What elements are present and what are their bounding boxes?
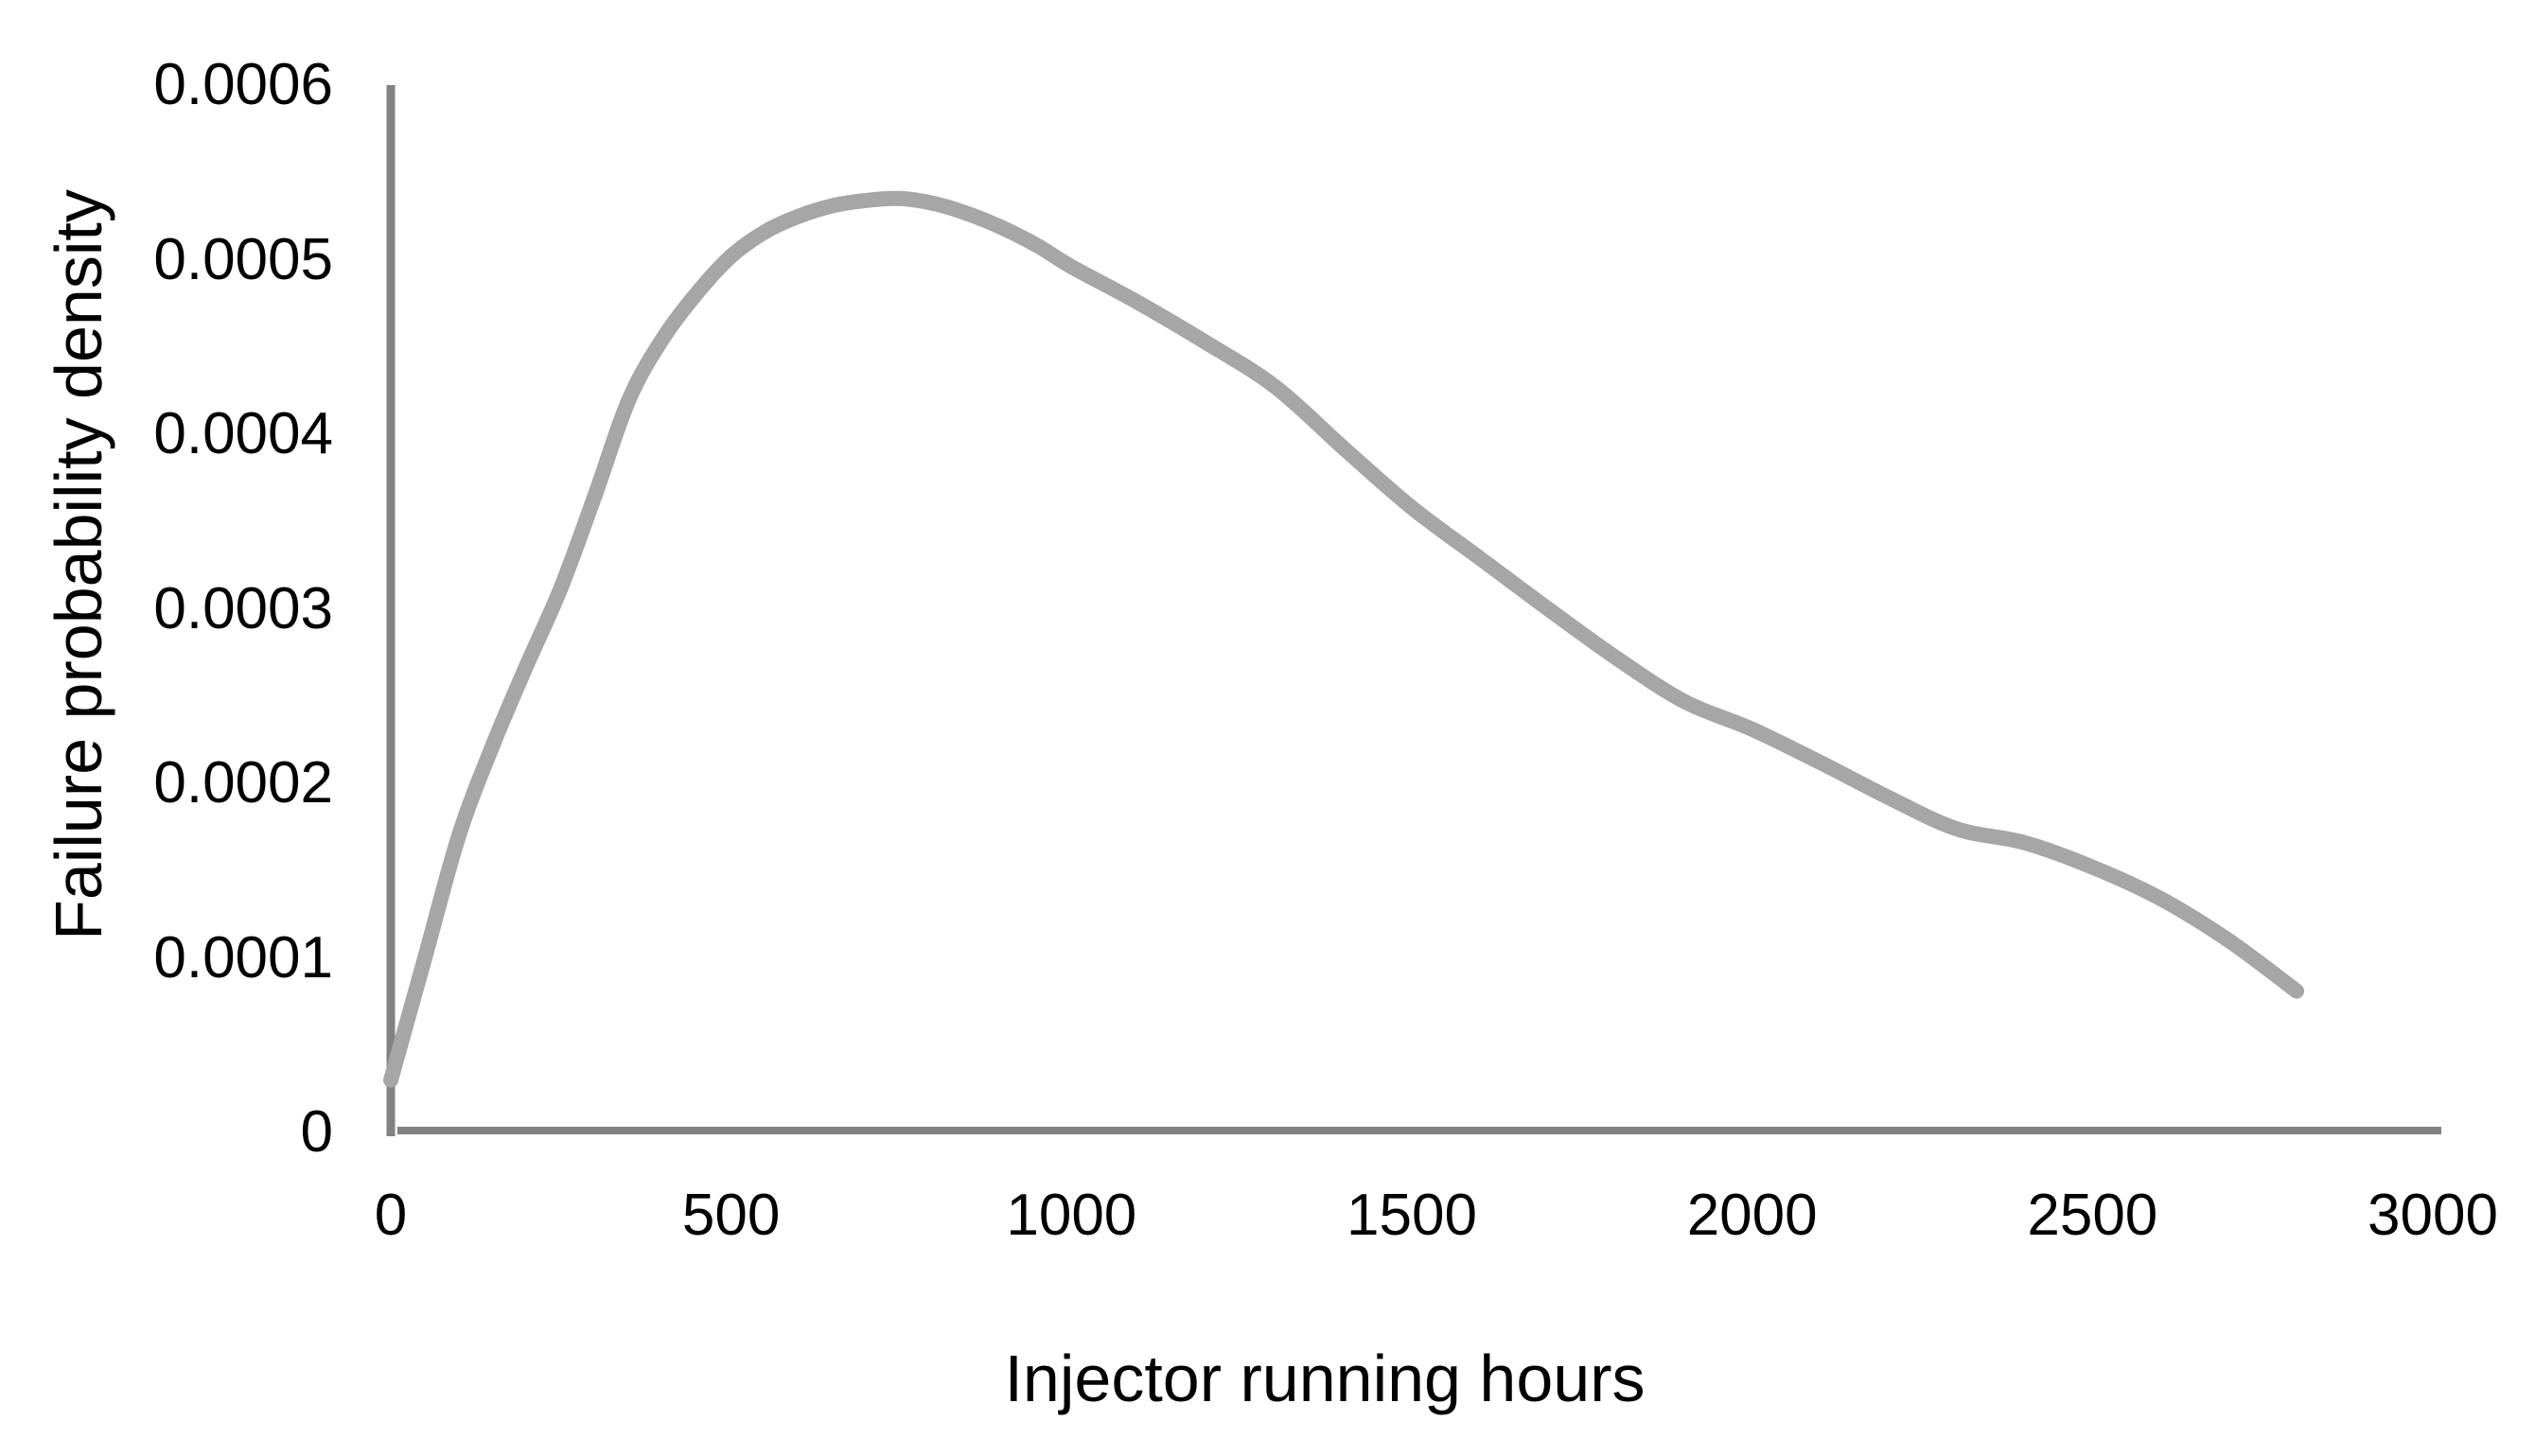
y-tick-label: 0.0002 [153, 750, 333, 816]
x-tick-label: 2500 [2027, 1183, 2158, 1248]
y-tick-label: 0.0006 [153, 52, 333, 117]
x-tick-label: 2000 [1686, 1183, 1818, 1248]
y-tick-label: 0.0004 [153, 401, 333, 466]
x-tick-label: 500 [681, 1183, 781, 1248]
y-tick-label: 0.0003 [153, 575, 333, 641]
x-tick-label: 1000 [1006, 1183, 1137, 1248]
x-tick-label: 1500 [1347, 1183, 1477, 1248]
x-axis-title: Injector running hours [1004, 1342, 1646, 1415]
x-tick-label: 3000 [2368, 1183, 2498, 1248]
y-axis-title: Failure probability density [42, 189, 115, 940]
y-tick-label: 0.0001 [153, 924, 333, 991]
density-curve-series [383, 190, 2305, 1088]
y-tick-label: 0 [300, 1099, 333, 1165]
y-tick-label: 0.0005 [153, 226, 333, 292]
x-tick-label: 0 [374, 1183, 408, 1248]
